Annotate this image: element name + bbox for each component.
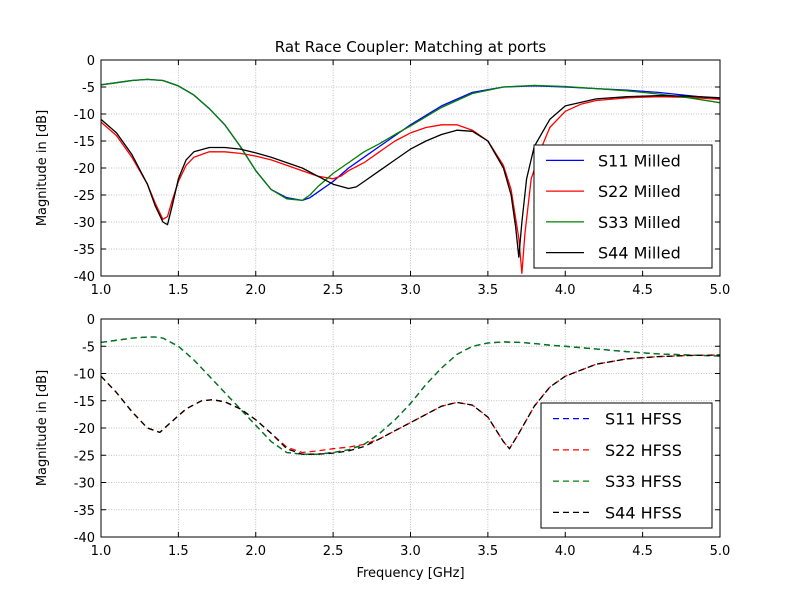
top-plot-y-tick-label: -10 xyxy=(74,108,95,123)
top-plot-y-tick-label: -25 xyxy=(74,189,95,204)
top-plot-series-group xyxy=(101,78,720,274)
top-plot-x-tick-label: 3.0 xyxy=(400,283,421,298)
bottom-plot-x-tick-label: 1.5 xyxy=(168,544,189,559)
bottom-plot-legend-box xyxy=(540,402,713,529)
bottom-plot-y-tick-label: 0 xyxy=(87,313,95,328)
bottom-plot-x-tick-label: 5.0 xyxy=(710,544,731,559)
top-plot-x-tick-label: 4.5 xyxy=(632,283,653,298)
top-plot-legend-label: S44 Milled xyxy=(598,244,681,263)
bottom-plot-legend-label: S33 HFSS xyxy=(605,472,682,491)
bottom-plot-series-line-s33-hfss xyxy=(101,336,720,455)
bottom-plot-y-tick-label: -25 xyxy=(74,449,95,464)
bottom-plot-x-tick-label: 1.0 xyxy=(91,544,112,559)
top-plot-y-tick-label: -30 xyxy=(74,216,95,231)
top-plot-legend-label: S22 Milled xyxy=(598,182,681,201)
bottom-plot-legend-label: S11 HFSS xyxy=(605,410,682,429)
top-plot-legend-label: S11 Milled xyxy=(598,151,681,170)
bottom-plot-y-tick-label: -30 xyxy=(74,477,95,492)
top-plot-y-tick-label: -15 xyxy=(74,135,95,150)
top-plot-legend-box xyxy=(533,144,713,269)
top-plot-y-tick-label: -40 xyxy=(74,270,95,285)
top-plot-title: Rat Race Coupler: Matching at ports xyxy=(275,38,547,56)
top-plot-x-tick-label: 2.5 xyxy=(323,283,344,298)
top-plot-legend: S11 Milled S22 Milled S33 Milled S44 Milled xyxy=(533,144,713,269)
top-plot-x-tick-label: 5.0 xyxy=(710,283,731,298)
bottom-plot-x-tick-label: 2.5 xyxy=(323,544,344,559)
bottom-plot-y-tick-label: -15 xyxy=(74,395,95,410)
bottom-plot-y-tick-label: -35 xyxy=(74,504,95,519)
bottom-plot-legend: S11 HFSS S22 HFSS S33 HFSS S44 HFSS xyxy=(540,402,713,529)
bottom-plot-x-tick-label: 4.0 xyxy=(555,544,576,559)
bottom-plot-x-tick-label: 2.0 xyxy=(245,544,266,559)
bottom-plot-x-tick-label: 3.0 xyxy=(400,544,421,559)
bottom-plot-series-group xyxy=(101,336,720,455)
top-plot-y-tick-label: -35 xyxy=(74,243,95,258)
top-plot-x-tick-label: 3.5 xyxy=(478,283,499,298)
top-plot-y-tick-label: -20 xyxy=(74,162,95,177)
top-plot-x-tick-label: 2.0 xyxy=(245,283,266,298)
top-plot: 1.0 1.5 2.0 2.5 3.0 3.5 4.0 4.5 5.0 0 -5 -10 -15 -20 -… xyxy=(35,38,730,298)
bottom-plot-x-tick-label: 3.5 xyxy=(478,544,499,559)
top-plot-y-axis-label: Magnitude in [dB] xyxy=(35,110,50,226)
bottom-plot-legend-label: S22 HFSS xyxy=(605,441,682,460)
bottom-plot: 1.0 1.5 2.0 2.5 3.0 3.5 4.0 4.5 5.0 0 -5 -10 -15 -20 -… xyxy=(35,313,730,581)
bottom-plot-y-tick-label: -40 xyxy=(74,531,95,546)
top-plot-x-tick-label: 4.0 xyxy=(555,283,576,298)
bottom-plot-x-axis-label: Frequency [GHz] xyxy=(356,566,464,581)
top-plot-y-tick-label: 0 xyxy=(87,54,95,69)
bottom-plot-x-tick-label: 4.5 xyxy=(632,544,653,559)
top-plot-series-line-s44-milled xyxy=(101,94,720,258)
bottom-plot-y-tick-label: -20 xyxy=(74,422,95,437)
bottom-plot-series-line-s44-hfss xyxy=(101,354,720,455)
top-plot-x-tick-label: 1.0 xyxy=(91,283,112,298)
bottom-plot-ticks: 1.0 1.5 2.0 2.5 3.0 3.5 4.0 4.5 5.0 0 -5 -10 -15 -20 -… xyxy=(74,313,731,559)
bottom-plot-y-tick-label: -10 xyxy=(74,368,95,383)
top-plot-y-tick-label: -5 xyxy=(82,81,95,96)
bottom-plot-y-tick-label: -5 xyxy=(82,340,95,355)
bottom-plot-y-axis-label: Magnitude in [dB] xyxy=(35,370,50,486)
top-plot-legend-label: S33 Milled xyxy=(598,213,681,232)
top-plot-x-tick-label: 1.5 xyxy=(168,283,189,298)
top-plot-ticks: 1.0 1.5 2.0 2.5 3.0 3.5 4.0 4.5 5.0 0 -5 -10 -15 -20 -… xyxy=(74,54,731,298)
bottom-plot-legend-label: S44 HFSS xyxy=(605,503,682,522)
